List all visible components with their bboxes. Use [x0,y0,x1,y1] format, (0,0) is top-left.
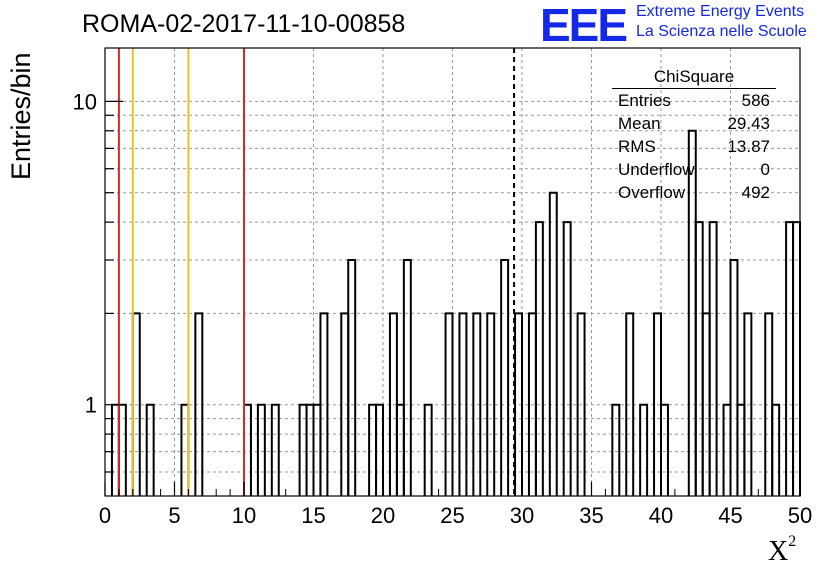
histogram-bin [423,403,433,496]
histogram-bin [611,403,621,496]
tagline-2: La Scienza nelle Scuole [636,23,807,40]
x-tick-label: 10 [232,503,256,528]
x-tick-label: 0 [99,503,111,528]
histogram-bin [792,221,801,496]
histogram-bin [708,221,718,496]
stats-row-mean: Mean 29.43 [618,114,770,133]
x-tick-label: 50 [788,503,812,528]
histogram-bin [472,312,482,496]
stats-row-overflow: Overflow 492 [618,183,770,202]
stats-row-entries: Entries 586 [618,91,770,110]
histogram-bin [562,221,572,496]
x-tick-label: 15 [301,503,325,528]
y-tick-label: 1 [85,393,97,418]
histogram-bin [256,403,266,496]
histogram-bin [514,312,523,496]
histogram-bin [694,221,704,496]
histogram-bin [576,312,586,496]
histogram-bin [458,312,468,496]
histogram-bin [743,312,753,496]
x-axis-label: X2 [768,532,797,567]
tagline-1: Extreme Energy Events [636,3,805,20]
histogram-bin [270,403,280,496]
stats-row-rms: RMS 13.87 [618,137,770,156]
x-tick-label: 20 [371,503,395,528]
x-tick-label: 5 [168,503,180,528]
reference-lines [117,48,516,496]
run-title: ROMA-02-2017-11-10-00858 [82,10,406,38]
x-tick-label: 40 [649,503,673,528]
histogram-bin [444,312,454,496]
eee-logo: EEE [540,0,628,51]
histogram-bin [375,403,384,496]
x-tick-label: 35 [579,503,603,528]
axis-ticks: 0 5 10 15 20 25 30 35 40 45 50 1 10 [73,89,813,528]
histogram-bin [145,403,155,496]
histogram-bin [729,258,739,496]
y-axis-label: Entries/bin [6,52,36,180]
histogram-bin [500,258,510,496]
histogram-bin [785,221,795,496]
grid-lines [105,48,800,496]
histogram-bin [347,258,357,496]
histogram-bin [534,221,544,496]
histogram-bin [319,312,329,496]
stats-title: ChiSquare [612,66,776,89]
y-tick-label: 10 [73,89,97,114]
histogram-bin [548,191,558,496]
histogram-bin [660,403,669,496]
histogram-series [110,129,801,496]
stats-box: ChiSquare Entries 586 Mean 29.43 RMS 13.87 … [612,66,776,204]
histogram-bin [486,312,496,496]
stats-row-underflow: Underflow 0 [618,160,770,179]
histogram-bin [771,403,781,496]
histogram-bin [639,403,649,496]
x-tick-label: 45 [718,503,742,528]
x-tick-label: 30 [510,503,534,528]
histogram-bin [625,312,635,496]
histogram-bin [402,258,412,496]
x-tick-label: 25 [440,503,464,528]
histogram-bin [194,312,204,496]
